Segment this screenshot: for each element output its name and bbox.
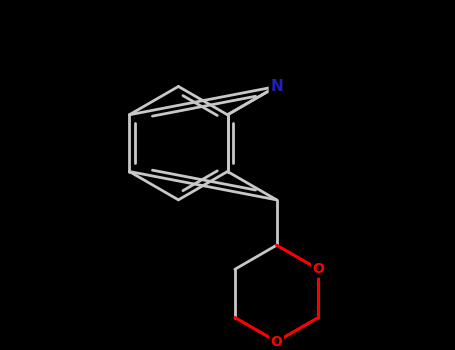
Text: O: O	[313, 262, 324, 276]
Text: N: N	[270, 79, 283, 94]
Text: O: O	[271, 335, 283, 349]
